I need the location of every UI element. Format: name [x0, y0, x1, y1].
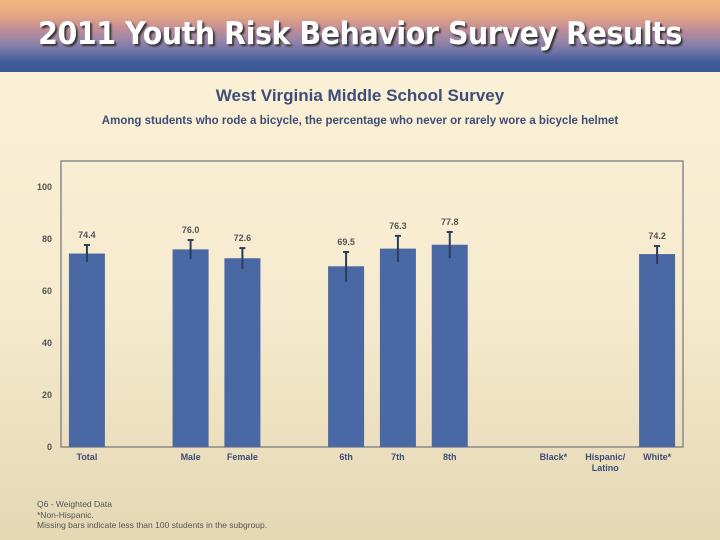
data-label: 69.5	[337, 237, 355, 247]
footnote: Missing bars indicate less than 100 stud…	[37, 520, 268, 530]
footnote: *Non-Hispanic.	[37, 509, 94, 520]
y-tick-label: 60	[42, 286, 52, 296]
bar	[431, 244, 468, 447]
data-label: 77.8	[441, 217, 459, 227]
chart-subtitle: West Virginia Middle School Survey	[215, 86, 505, 105]
footnotes: Q6 - Weighted Data *Non-Hispanic. Missin…	[37, 499, 267, 531]
data-label: 74.4	[78, 230, 96, 240]
chart-description: Among students who rode a bicycle, the p…	[101, 115, 619, 127]
bar	[639, 254, 676, 447]
x-tick-label: Male	[181, 452, 201, 462]
bar	[172, 249, 209, 447]
x-tick-label: Total	[76, 452, 97, 462]
banner: 2011 Youth Risk Behavior Survey Results	[0, 0, 720, 72]
x-tick-label: Black*	[540, 452, 568, 462]
data-label: 74.2	[648, 231, 666, 241]
y-tick-label: 80	[42, 234, 52, 244]
x-tick-label: 7th	[391, 452, 405, 462]
data-label: 76.0	[182, 225, 200, 235]
bar	[68, 253, 105, 447]
bar	[224, 258, 261, 447]
plot-frame	[60, 160, 684, 448]
y-tick-label: 100	[37, 182, 52, 192]
y-tick-label: 20	[42, 390, 52, 400]
y-tick-label: 40	[42, 338, 52, 348]
x-tick-label: Latino	[592, 463, 619, 473]
x-tick-label: 6th	[339, 452, 353, 462]
banner-title: 2011 Youth Risk Behavior Survey Results	[38, 16, 682, 52]
x-tick-label: 8th	[443, 452, 457, 462]
y-tick-label: 0	[47, 442, 52, 452]
data-label: 76.3	[389, 221, 407, 231]
footnote: Q6 - Weighted Data	[37, 499, 112, 509]
bar	[379, 248, 416, 447]
x-tick-label: Female	[227, 452, 258, 462]
x-tick-label: White*	[643, 452, 671, 462]
bar	[328, 266, 365, 447]
data-label: 72.6	[234, 233, 252, 243]
x-tick-label: Hispanic/	[585, 452, 626, 462]
